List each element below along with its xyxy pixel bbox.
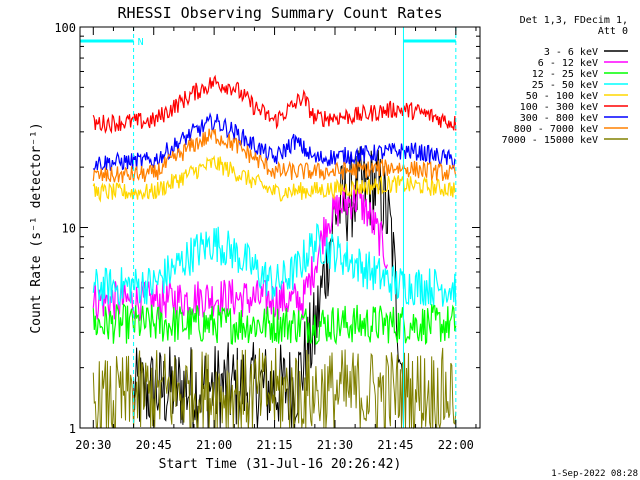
x-axis-label: Start Time (31-Jul-16 20:26:42) xyxy=(159,457,402,472)
y-tick-label: 10 xyxy=(62,222,76,236)
series-6-12-kev-legend-label: 6 - 12 keV xyxy=(538,58,598,69)
series-100-300-kev-legend-label: 100 - 300 keV xyxy=(520,102,598,113)
series-3-6-kev-legend-label: 3 - 6 keV xyxy=(544,47,598,58)
legend-title-line-2: Att 0 xyxy=(598,26,628,37)
y-axis-label: Count Rate (s⁻¹ detector⁻¹) xyxy=(29,122,44,333)
series-25-50-kev-line xyxy=(92,222,457,307)
x-tick-label: 21:00 xyxy=(196,438,232,452)
series-100-300-kev-line xyxy=(92,74,457,134)
series-12-25-kev-line xyxy=(92,303,457,346)
x-tick-label: 22:00 xyxy=(438,438,474,452)
series-50-100-kev-legend-label: 50 - 100 keV xyxy=(526,91,598,102)
series-7000-15000-kev-legend-label: 7000 - 15000 keV xyxy=(502,135,598,146)
x-tick-label: 20:45 xyxy=(136,438,172,452)
y-tick-label: 100 xyxy=(54,21,76,35)
axes: 20:30 20:45 21:00 21:15 21:30 21:45 22:00 1 10 10… xyxy=(54,21,480,452)
x-tick-label: 21:15 xyxy=(256,438,292,452)
series-800-7000-kev-legend-label: 800 - 7000 keV xyxy=(514,124,598,135)
x-tick-label: 21:45 xyxy=(377,438,413,452)
series-300-800-kev-line xyxy=(92,112,457,172)
series-12-25-kev-legend-label: 12 - 25 keV xyxy=(532,69,598,80)
series-50-100-kev-line xyxy=(92,155,457,203)
y-tick-label: 1 xyxy=(69,422,76,436)
plot-area: N xyxy=(80,27,457,430)
series-25-50-kev-legend-label: 25 - 50 keV xyxy=(532,80,598,91)
footer-date: 1-Sep-2022 08:28 xyxy=(551,469,638,479)
series-800-7000-kev-line xyxy=(92,128,457,183)
night-marker-label: N xyxy=(138,37,144,48)
legend-title-line-1: Det 1,3, FDecim 1, xyxy=(520,15,628,26)
series-300-800-kev-legend-label: 300 - 800 keV xyxy=(520,113,598,124)
x-tick-label: 21:30 xyxy=(317,438,353,452)
chart-title: RHESSI Observing Summary Count Rates xyxy=(117,4,442,22)
x-tick-label: 20:30 xyxy=(75,438,111,452)
